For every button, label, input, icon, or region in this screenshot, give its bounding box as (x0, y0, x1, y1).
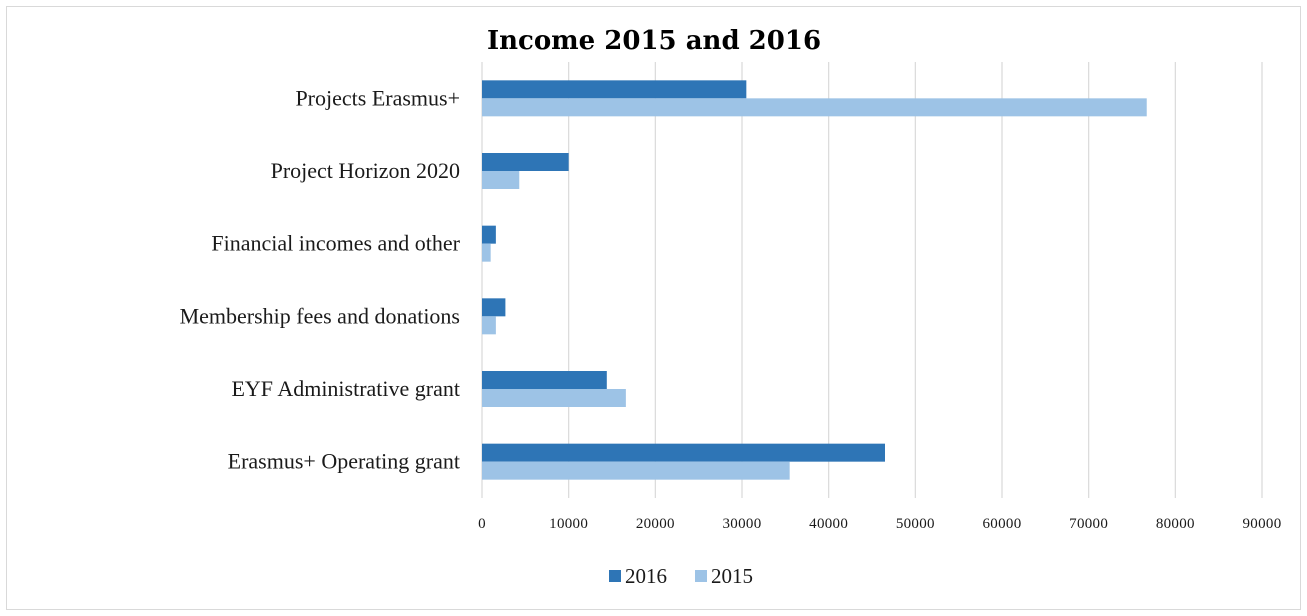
x-tick-label: 90000 (1243, 516, 1282, 532)
x-tick-labels: 0 10000 20000 30000 40000 50000 60000 70000 8000… (478, 516, 1281, 532)
legend: 2016 2015 (609, 564, 753, 588)
bar-2016 (482, 371, 607, 389)
bar-2015 (482, 316, 496, 335)
x-tick-label: 50000 (896, 516, 935, 532)
bar-2015 (482, 171, 520, 189)
x-tick-label: 30000 (723, 516, 762, 532)
category-label: Erasmus+ Operating grant (228, 449, 460, 474)
bar-2015 (482, 461, 790, 480)
bar-2016 (482, 153, 569, 171)
legend-label: 2015 (711, 564, 753, 588)
category-label: EYF Administrative grant (231, 376, 460, 401)
x-tick-label: 40000 (809, 516, 848, 532)
gridlines (481, 62, 1263, 498)
x-tick-label: 60000 (983, 516, 1022, 532)
legend-label: 2016 (625, 564, 667, 588)
x-tick-label: 20000 (636, 516, 675, 532)
legend-swatch (609, 570, 621, 582)
bar-2015 (482, 389, 626, 407)
category-label: Project Horizon 2020 (271, 158, 460, 183)
category-label: Membership fees and donations (180, 303, 460, 328)
bar-2015 (482, 98, 1147, 117)
bar-2016 (482, 80, 747, 99)
bars (482, 80, 1147, 480)
category-label: Financial incomes and other (211, 231, 460, 256)
x-tick-label: 0 (478, 516, 486, 532)
bar-2016 (482, 225, 496, 244)
bar-2015 (482, 243, 491, 262)
bar-2016 (482, 443, 885, 462)
x-tick-label: 80000 (1156, 516, 1195, 532)
x-tick-label: 10000 (549, 516, 588, 532)
chart-title: Income 2015 and 2016 (487, 26, 821, 56)
category-labels: Projects Erasmus+ Project Horizon 2020 Fin… (180, 85, 461, 473)
category-label: Projects Erasmus+ (295, 85, 460, 110)
bar-2016 (482, 298, 506, 317)
x-tick-label: 70000 (1069, 516, 1108, 532)
legend-swatch (695, 570, 707, 582)
